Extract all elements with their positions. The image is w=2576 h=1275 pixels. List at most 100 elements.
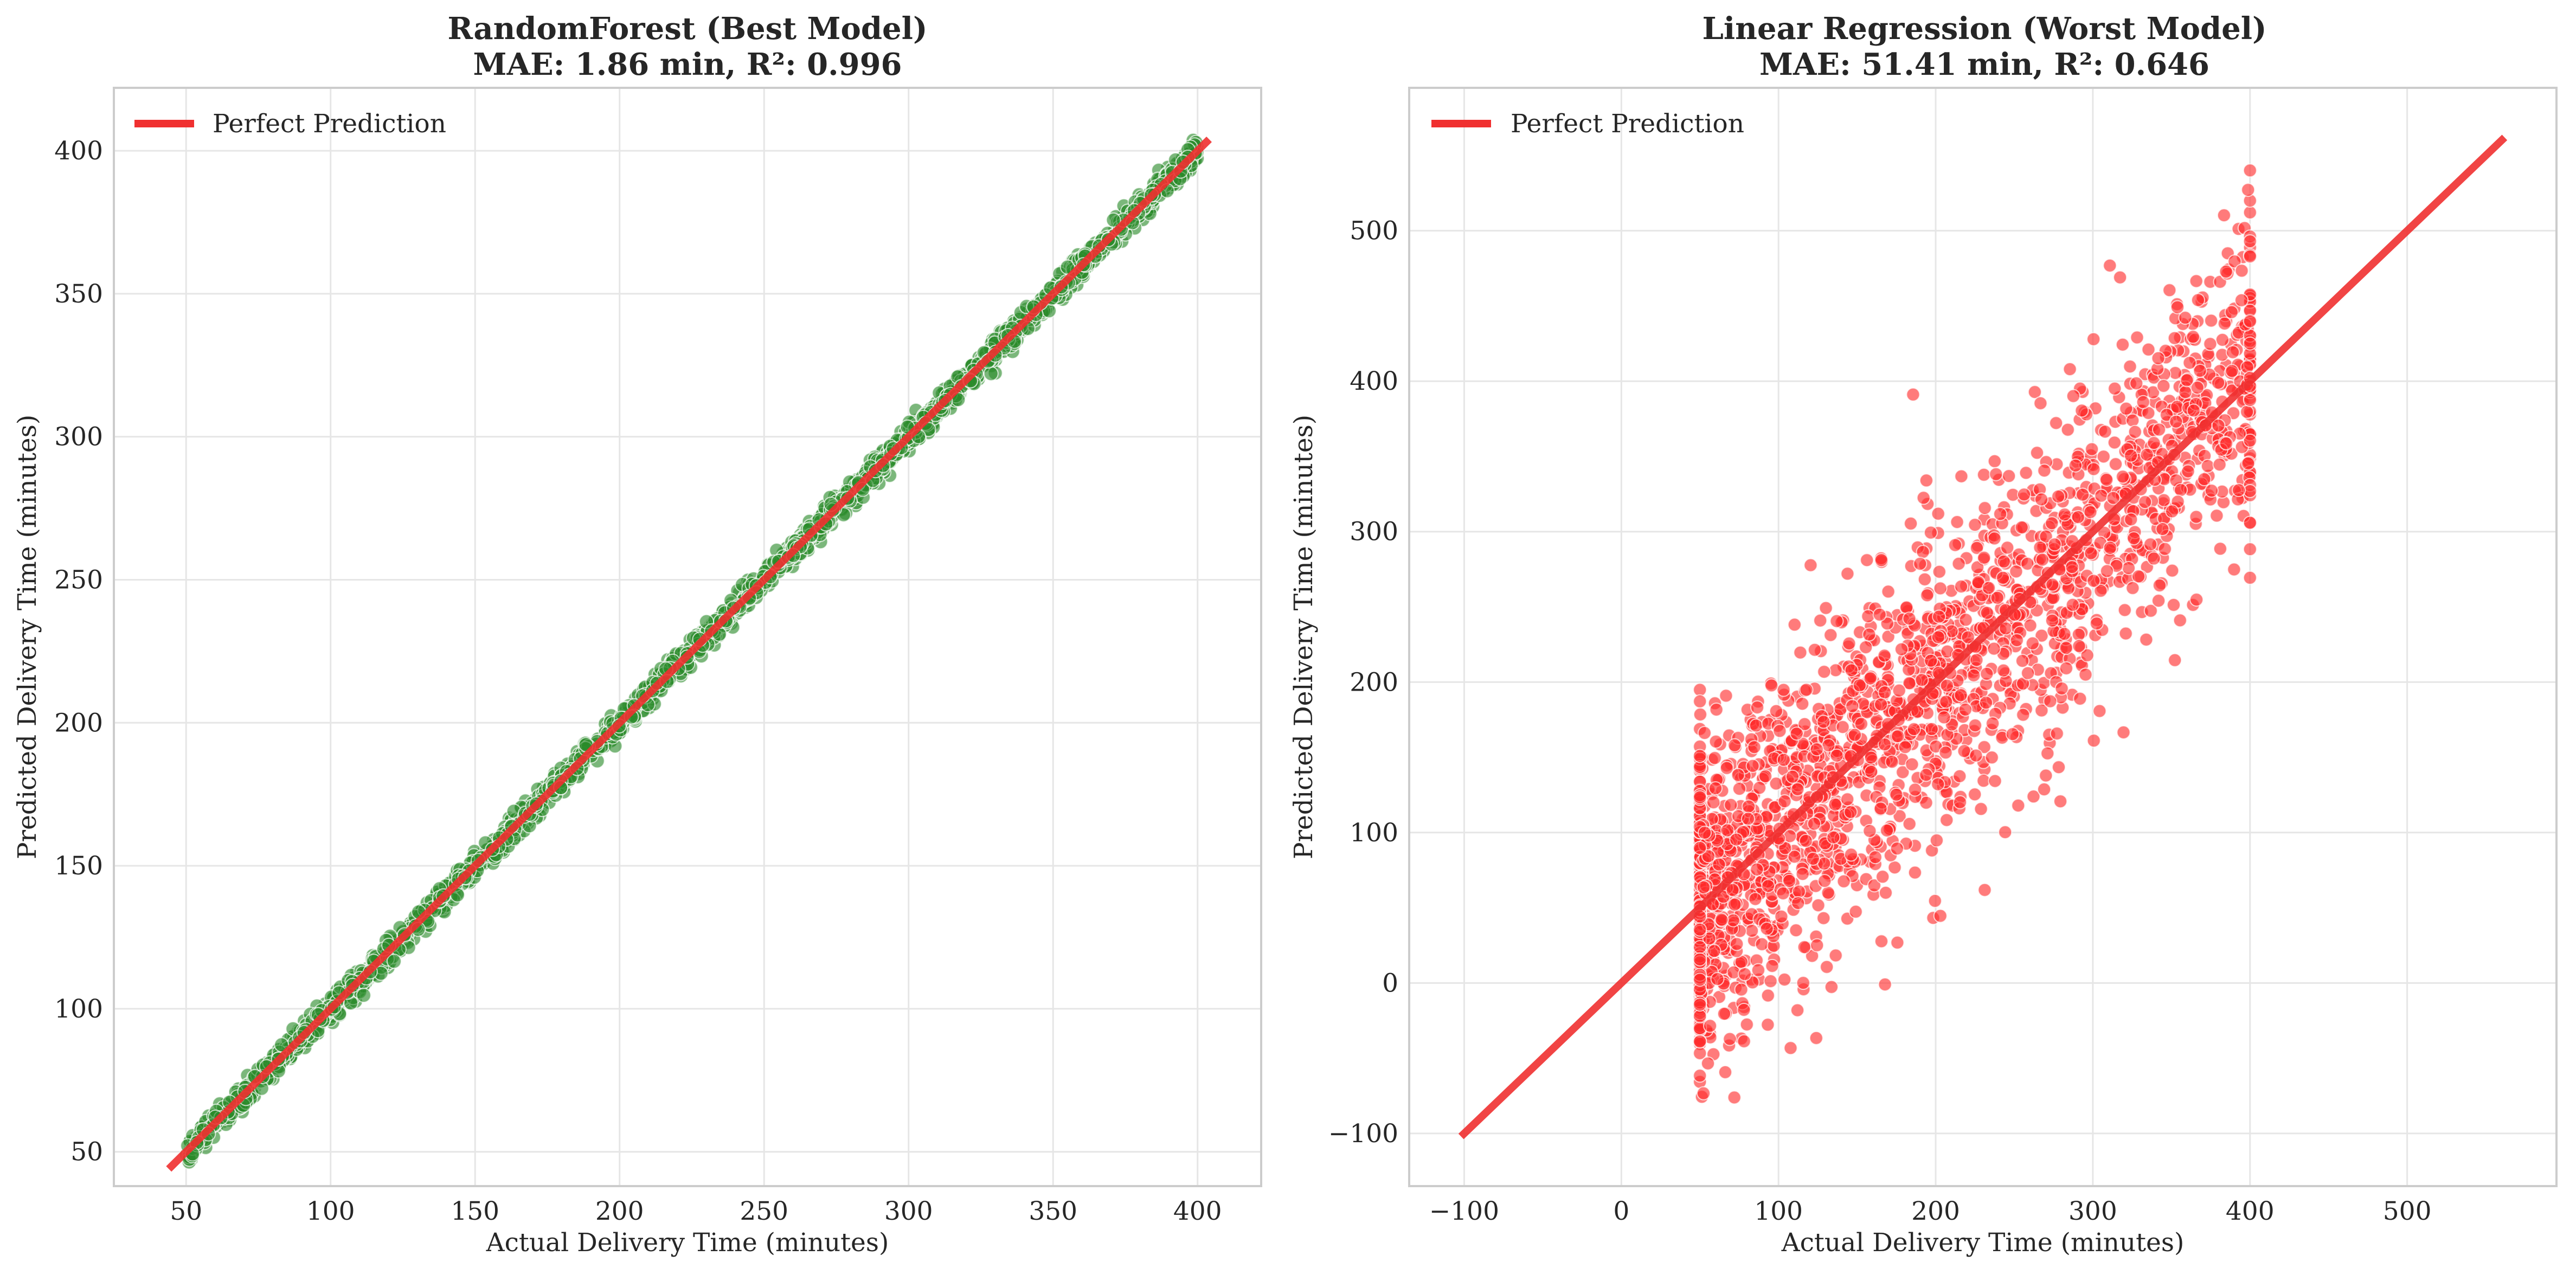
scatter-point <box>1894 642 1909 656</box>
scatter-point <box>1710 972 1725 986</box>
scatter-point <box>2119 401 2134 416</box>
y-tick-label: −100 <box>1328 1119 1398 1149</box>
scatter-point <box>2025 636 2040 651</box>
scatter-point <box>1817 665 1832 679</box>
scatter-point <box>1970 560 1985 575</box>
scatter-point <box>1820 960 1834 974</box>
scatter-point <box>1878 977 1892 991</box>
scatter-point <box>1862 627 1877 642</box>
scatter-point <box>2068 458 2083 473</box>
scatter-point <box>1748 892 1763 906</box>
scatter-point <box>2170 300 2185 314</box>
scatter-point <box>1809 742 1824 757</box>
scatter-point <box>1709 703 1724 717</box>
scatter-point <box>1924 722 1939 736</box>
scatter-point <box>1931 506 1945 521</box>
scatter-point <box>2191 293 2205 307</box>
scatter-point <box>2053 794 2068 809</box>
scatter-point <box>2118 626 2133 641</box>
scatter-point <box>2090 616 2104 631</box>
scatter-point <box>1703 1019 1717 1033</box>
x-tick-label: 400 <box>2226 1196 2275 1226</box>
scatter-point <box>2227 562 2241 577</box>
scatter-point <box>2243 249 2257 263</box>
scatter-point <box>2203 337 2218 351</box>
scatter-point <box>2071 510 2085 524</box>
scatter-point <box>2107 435 2122 450</box>
scatter-point <box>1933 581 1948 596</box>
scatter-point <box>2193 364 2207 378</box>
scatter-point <box>2026 789 2041 804</box>
scatter-point <box>1758 769 1772 783</box>
scatter-point <box>1816 714 1831 729</box>
scatter-point <box>1954 579 1969 594</box>
scatter-point <box>1932 609 1947 624</box>
scatter-point <box>2005 727 2020 742</box>
scatter-point <box>1731 768 1745 782</box>
scatter-point <box>2243 570 2257 585</box>
scatter-point <box>1693 952 1707 967</box>
reference-line <box>166 136 1212 1172</box>
scatter-point <box>1816 911 1831 925</box>
y-axis-label: Predicted Delivery Time (minutes) <box>1289 415 1319 859</box>
x-axis-label: Actual Delivery Time (minutes) <box>486 1228 889 1258</box>
scatter-point <box>2066 389 2080 403</box>
scatter-point <box>2019 466 2033 480</box>
scatter-point <box>2243 163 2257 178</box>
scatter-point <box>1892 683 1906 698</box>
scatter-point <box>2227 254 2242 269</box>
legend-label: Perfect Prediction <box>1511 109 1744 139</box>
scatter-point <box>2211 376 2226 390</box>
scatter-point <box>2051 489 2066 504</box>
scatter-point <box>2136 395 2150 409</box>
scatter-point <box>2103 258 2117 273</box>
scatter-point <box>1982 581 1996 595</box>
scatter-point <box>2215 332 2230 347</box>
scatter-point <box>1745 758 1760 773</box>
scatter-point <box>2086 332 2101 346</box>
scatter-point <box>2204 313 2219 328</box>
scatter-point <box>1806 852 1820 866</box>
scatter-point <box>2009 633 2024 647</box>
scatter-point <box>1898 740 1912 755</box>
scatter-point <box>1916 545 1930 559</box>
scatter-point <box>1902 816 1917 831</box>
scatter-point <box>1919 473 1933 488</box>
x-tick-label: 50 <box>170 1196 202 1226</box>
scatter-point <box>1977 550 1992 565</box>
scatter-point <box>2178 385 2193 400</box>
scatter-point <box>1967 668 1981 682</box>
scatter-point <box>1932 564 1947 579</box>
scatter-point <box>2016 707 2031 722</box>
scatter-point <box>1732 782 1746 796</box>
scatter-point <box>1868 850 1883 865</box>
x-tick-label: 150 <box>451 1196 499 1226</box>
scatter-point <box>1777 973 1792 987</box>
scatter-point <box>2099 473 2114 487</box>
scatter-point <box>2106 491 2121 505</box>
scatter-point <box>1969 653 1984 667</box>
scatter-point <box>1968 787 1982 802</box>
scatter-point <box>1987 454 2002 468</box>
scatter-point <box>2035 552 2050 567</box>
scatter-point <box>1948 538 1962 552</box>
scatter-point <box>2059 661 2073 675</box>
scatter-point <box>2151 351 2166 365</box>
scatter-point <box>2057 507 2072 522</box>
scatter-point <box>2225 364 2239 378</box>
scatter-point <box>1950 515 1964 529</box>
scatter-point <box>1747 740 1762 755</box>
scatter-point <box>1719 761 1734 775</box>
scatter-point <box>1844 663 1859 678</box>
scatter-point <box>1809 1031 1823 1045</box>
scatter-point <box>1727 738 1742 752</box>
scatter-point <box>2047 537 2062 552</box>
scatter-point <box>2034 492 2049 507</box>
scatter-point <box>2224 305 2239 319</box>
scatter-point <box>1693 707 1707 722</box>
x-tick-labels: 50 100 150 200 250 300 350 400 <box>170 1196 1222 1226</box>
scatter-point <box>1931 777 1945 791</box>
scatter-point <box>1987 531 2002 546</box>
scatter-point <box>2143 537 2158 552</box>
chart-title-line2: MAE: 51.41 min, R²: 0.646 <box>1759 47 2209 82</box>
